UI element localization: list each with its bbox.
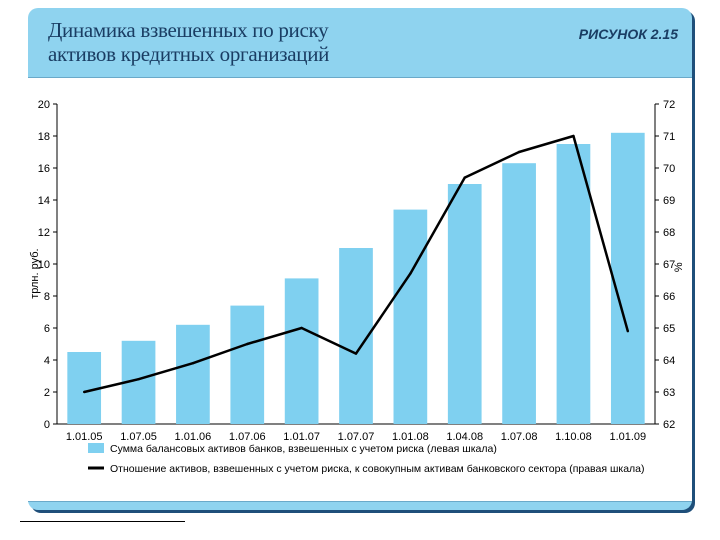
footnote-rule [20, 521, 185, 522]
legend-label-line: Отношение активов, взвешенных с учетом р… [110, 463, 645, 475]
right-axis-tick-label: 66 [663, 291, 675, 303]
line-point [409, 272, 412, 275]
left-axis-tick-label: 12 [38, 227, 50, 239]
line-point [82, 390, 86, 394]
x-axis-tick-label: 1.10.08 [555, 431, 592, 443]
right-axis-tick-label: 70 [663, 163, 675, 175]
line-point [137, 378, 140, 381]
right-axis-title: % [673, 262, 685, 272]
line-point [354, 352, 358, 355]
title-line-2: активов кредитных организаций [48, 42, 330, 66]
bar [176, 324, 210, 424]
right-axis-tick-label: 62 [663, 419, 675, 431]
left-axis-tick-label: 18 [38, 131, 50, 143]
bar [556, 144, 591, 424]
figure-title: Динамика взвешенных по риску активов кре… [48, 18, 428, 66]
right-axis-tick-label: 64 [663, 355, 675, 367]
right-axis-tick-label: 71 [663, 131, 675, 143]
bar [610, 132, 645, 425]
left-axis-tick-label: 20 [38, 99, 50, 111]
x-axis-tick-label: 1.07.06 [229, 431, 266, 443]
left-axis-tick-label: 4 [44, 355, 50, 367]
figure-panel: Динамика взвешенных по риску активов кре… [28, 8, 692, 510]
left-axis-tick-label: 16 [38, 163, 50, 175]
title-line-1: Динамика взвешенных по риску [48, 18, 329, 42]
x-axis-tick-label: 1.07.08 [501, 431, 538, 443]
left-axis-title: трлн. руб. [29, 248, 41, 298]
legend-label-bar: Сумма балансовых активов банков, взвешен… [110, 443, 497, 455]
bar [447, 184, 482, 424]
right-axis-tick-label: 67 [663, 259, 675, 271]
left-axis-tick-label: 8 [44, 291, 50, 303]
bar [67, 352, 102, 424]
x-axis-tick-label: 1.01.06 [175, 431, 212, 443]
line-point [626, 330, 630, 333]
left-axis-tick-label: 2 [44, 387, 50, 399]
left-axis-tick-label: 10 [38, 259, 50, 271]
x-axis-tick-label: 1.01.05 [66, 431, 103, 443]
line-point [572, 134, 575, 138]
left-axis-tick-label: 6 [44, 323, 50, 335]
line-point [246, 342, 249, 346]
figure-header: Динамика взвешенных по риску активов кре… [28, 8, 692, 76]
combo-chart: 024681012141618206263646566676869707172т… [29, 99, 685, 475]
x-axis-tick-label: 1.07.07 [338, 431, 375, 443]
line-point [517, 150, 521, 154]
right-axis-tick-label: 72 [663, 99, 675, 111]
x-axis-tick-label: 1.04.08 [446, 431, 483, 443]
right-axis-tick-label: 68 [663, 227, 675, 239]
legend-swatch-bar [88, 443, 104, 453]
figure-number: РИСУНОК 2.15 [578, 26, 678, 42]
x-axis-tick-label: 1.01.08 [392, 431, 429, 443]
bar [284, 278, 319, 424]
left-axis-tick-label: 14 [38, 195, 50, 207]
right-axis-tick-label: 69 [663, 195, 675, 207]
chart-area: 0 2 4 6 8 10 12 14 16 18 20 62 63 64 65 66 67 68 69 70 71 72 т… [28, 77, 692, 502]
bar [393, 209, 428, 424]
x-axis-tick-label: 1.07.05 [120, 431, 157, 443]
left-axis-tick-label: 0 [44, 419, 50, 431]
bar [502, 163, 536, 424]
right-axis-tick-label: 63 [663, 387, 675, 399]
line-point [191, 362, 195, 365]
x-axis-tick-label: 1.01.09 [609, 431, 646, 443]
line-point [300, 326, 303, 330]
x-axis-tick-label: 1.01.07 [283, 431, 320, 443]
bar [230, 305, 265, 424]
line-point [463, 176, 466, 179]
right-axis-tick-label: 65 [663, 323, 675, 335]
